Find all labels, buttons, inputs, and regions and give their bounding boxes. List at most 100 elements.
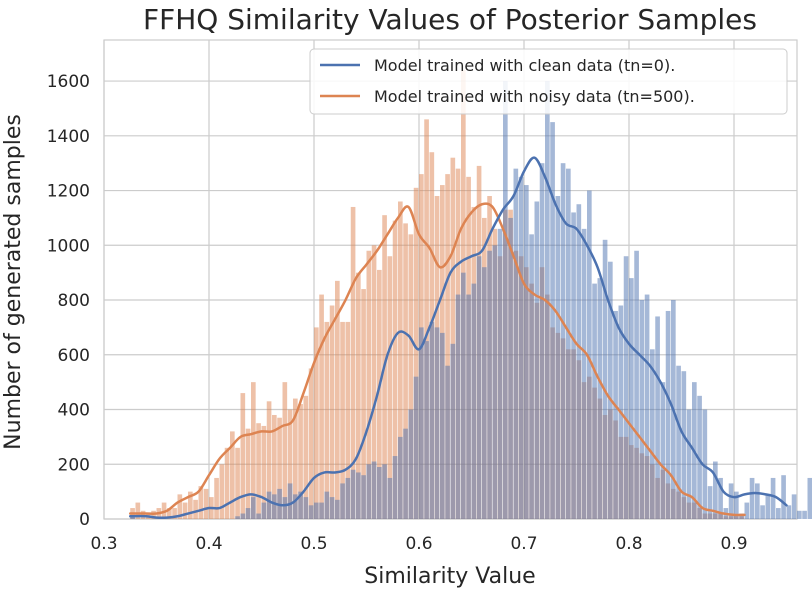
clean-bar: [367, 464, 372, 519]
clean-bar: [802, 511, 807, 519]
clean-bar: [682, 371, 687, 519]
noisy-bar: [214, 478, 219, 519]
clean-bar: [792, 494, 797, 519]
clean-bar: [309, 505, 314, 519]
clean-bar: [508, 218, 513, 519]
x-tick-label: 0.8: [615, 534, 642, 554]
clean-bar: [582, 229, 587, 519]
clean-bar: [797, 511, 802, 519]
clean-bar: [382, 464, 387, 519]
clean-bar: [288, 483, 293, 519]
clean-bar: [503, 81, 508, 519]
x-tick-label: 0.9: [720, 534, 747, 554]
clean-bar: [451, 344, 456, 519]
clean-bar: [419, 327, 424, 519]
clean-bar: [577, 204, 582, 519]
clean-bar: [361, 475, 366, 519]
clean-bar: [356, 472, 361, 519]
clean-bar: [372, 462, 377, 519]
clean-bar: [335, 500, 340, 519]
clean-bar: [272, 494, 277, 519]
clean-bar: [571, 212, 576, 519]
clean-bar: [787, 505, 792, 519]
y-tick-label: 1000: [47, 236, 90, 256]
noisy-bar: [220, 464, 225, 519]
clean-bar: [592, 284, 597, 519]
clean-bar: [514, 169, 519, 519]
clean-bar: [640, 300, 645, 519]
noisy-bar: [183, 503, 188, 519]
clean-bar: [650, 349, 655, 519]
clean-bar: [351, 470, 356, 519]
clean-bar: [498, 229, 503, 519]
clean-bar: [388, 478, 393, 519]
clean-bar: [256, 514, 261, 519]
clean-bar: [346, 478, 351, 519]
clean-bar: [750, 478, 755, 519]
clean-bar: [477, 256, 482, 519]
clean-bar: [314, 503, 319, 519]
clean-bar: [409, 410, 414, 519]
clean-bar: [424, 341, 429, 519]
y-tick-label: 400: [58, 401, 90, 421]
noisy-bar: [256, 423, 261, 519]
clean-bar: [435, 327, 440, 519]
chart-title: FFHQ Similarity Values of Posterior Samp…: [143, 3, 757, 36]
y-tick-label: 1400: [47, 127, 90, 147]
y-axis-label: Number of generated samples: [1, 114, 26, 450]
clean-bar: [556, 196, 561, 519]
y-tick-label: 1600: [47, 72, 90, 92]
noisy-bar: [325, 322, 330, 519]
clean-bar: [766, 494, 771, 519]
x-tick-label: 0.3: [90, 534, 117, 554]
clean-bar: [645, 295, 650, 519]
clean-bar: [666, 311, 671, 519]
clean-bar: [251, 497, 256, 519]
clean-bar: [304, 497, 309, 519]
noisy-bar: [193, 500, 198, 519]
clean-bar: [655, 316, 660, 519]
clean-bar: [445, 366, 450, 519]
clean-bar: [393, 456, 398, 519]
noisy-bar: [246, 429, 251, 519]
clean-bar: [398, 437, 403, 519]
noisy-bar: [204, 489, 209, 519]
clean-bar: [482, 267, 487, 519]
legend-label-noisy: Model trained with noisy data (tn=500).: [374, 87, 695, 106]
clean-bar: [634, 251, 639, 519]
clean-bar: [524, 185, 529, 519]
noisy-bar: [241, 393, 246, 519]
clean-bar: [319, 503, 324, 519]
clean-bar: [629, 278, 634, 519]
noisy-bar: [309, 368, 314, 519]
clean-bar: [403, 429, 408, 519]
clean-bar: [235, 516, 240, 519]
legend: Model trained with clean data (tn=0). Mo…: [310, 49, 787, 114]
clean-bar: [661, 382, 666, 519]
clean-bar: [529, 234, 534, 519]
clean-bar: [755, 483, 760, 519]
clean-bar: [687, 410, 692, 519]
clean-bar: [461, 273, 466, 519]
y-tick-label: 800: [58, 291, 90, 311]
clean-bar: [283, 497, 288, 519]
clean-bar: [771, 478, 776, 519]
clean-bar: [566, 169, 571, 519]
clean-bar: [760, 505, 765, 519]
x-tick-label: 0.6: [405, 534, 432, 554]
noisy-bar: [225, 448, 230, 519]
clean-bar: [535, 201, 540, 519]
x-tick-label: 0.4: [195, 534, 222, 554]
clean-bar: [472, 284, 477, 519]
y-tick-label: 1200: [47, 182, 90, 202]
clean-bar: [776, 508, 781, 519]
y-tick-label: 0: [79, 510, 90, 530]
y-tick-label: 200: [58, 455, 90, 475]
clean-bar: [414, 377, 419, 519]
noisy-bar: [319, 295, 324, 519]
clean-bar: [676, 366, 681, 519]
clean-bar: [241, 514, 246, 519]
legend-label-clean: Model trained with clean data (tn=0).: [374, 56, 675, 75]
clean-bar: [267, 492, 272, 519]
